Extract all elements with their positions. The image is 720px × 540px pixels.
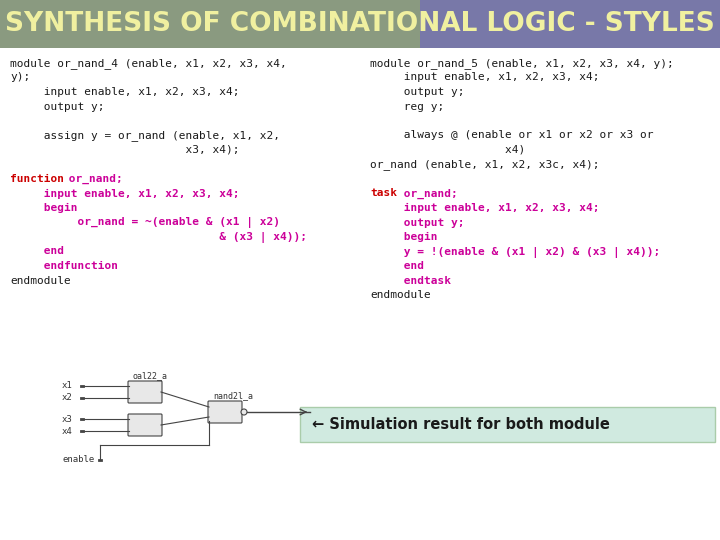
Text: reg y;: reg y; bbox=[370, 102, 444, 111]
Circle shape bbox=[241, 409, 247, 415]
Text: SYNTHESIS OF COMBINATIONAL LOGIC - STYLES: SYNTHESIS OF COMBINATIONAL LOGIC - STYLE… bbox=[5, 11, 715, 37]
Text: y = !(enable & (x1 | x2) & (x3 | x4));: y = !(enable & (x1 | x2) & (x3 | x4)); bbox=[370, 246, 660, 258]
FancyBboxPatch shape bbox=[420, 0, 720, 48]
Text: end: end bbox=[10, 246, 64, 256]
FancyBboxPatch shape bbox=[0, 48, 720, 540]
FancyBboxPatch shape bbox=[300, 407, 715, 442]
Text: input enable, x1, x2, x3, x4;: input enable, x1, x2, x3, x4; bbox=[370, 203, 600, 213]
Text: x3: x3 bbox=[61, 415, 72, 423]
Text: end: end bbox=[370, 261, 424, 271]
Text: or_nand = ~(enable & (x1 | x2): or_nand = ~(enable & (x1 | x2) bbox=[10, 218, 280, 228]
Text: x1: x1 bbox=[61, 381, 72, 390]
Text: endmodule: endmodule bbox=[10, 275, 71, 286]
Text: y);: y); bbox=[10, 72, 30, 83]
Text: output y;: output y; bbox=[10, 102, 104, 111]
Text: task: task bbox=[370, 188, 397, 199]
Text: or_nand (enable, x1, x2, x3c, x4);: or_nand (enable, x1, x2, x3c, x4); bbox=[370, 159, 600, 171]
Text: input enable, x1, x2, x3, x4;: input enable, x1, x2, x3, x4; bbox=[10, 188, 240, 199]
FancyBboxPatch shape bbox=[128, 381, 162, 403]
Text: output y;: output y; bbox=[370, 218, 464, 227]
Text: x4): x4) bbox=[370, 145, 526, 155]
Text: oal22_a: oal22_a bbox=[132, 371, 168, 380]
Text: ← Simulation result for both module: ← Simulation result for both module bbox=[312, 417, 610, 432]
FancyBboxPatch shape bbox=[128, 414, 162, 436]
Text: endtask: endtask bbox=[370, 275, 451, 286]
Text: endfunction: endfunction bbox=[10, 261, 118, 271]
Text: begin: begin bbox=[370, 232, 438, 242]
Text: function: function bbox=[10, 174, 64, 184]
Text: enable: enable bbox=[63, 456, 95, 464]
Text: nand2l_a: nand2l_a bbox=[213, 391, 253, 400]
Text: begin: begin bbox=[10, 203, 78, 213]
Text: x3, x4);: x3, x4); bbox=[10, 145, 240, 155]
Text: x2: x2 bbox=[61, 394, 72, 402]
Text: assign y = or_nand (enable, x1, x2,: assign y = or_nand (enable, x1, x2, bbox=[10, 131, 280, 141]
Text: & (x3 | x4));: & (x3 | x4)); bbox=[10, 232, 307, 243]
Text: input enable, x1, x2, x3, x4;: input enable, x1, x2, x3, x4; bbox=[10, 87, 240, 97]
Text: input enable, x1, x2, x3, x4;: input enable, x1, x2, x3, x4; bbox=[370, 72, 600, 83]
FancyBboxPatch shape bbox=[208, 401, 242, 423]
Text: output y;: output y; bbox=[370, 87, 464, 97]
Text: or_nand;: or_nand; bbox=[397, 188, 458, 199]
Text: module or_nand_4 (enable, x1, x2, x3, x4,: module or_nand_4 (enable, x1, x2, x3, x4… bbox=[10, 58, 287, 69]
Text: endmodule: endmodule bbox=[370, 290, 431, 300]
Text: x4: x4 bbox=[61, 427, 72, 435]
Text: always @ (enable or x1 or x2 or x3 or: always @ (enable or x1 or x2 or x3 or bbox=[370, 131, 654, 140]
Text: module or_nand_5 (enable, x1, x2, x3, x4, y);: module or_nand_5 (enable, x1, x2, x3, x4… bbox=[370, 58, 674, 69]
FancyBboxPatch shape bbox=[0, 0, 420, 48]
Text: or_nand;: or_nand; bbox=[62, 174, 122, 184]
